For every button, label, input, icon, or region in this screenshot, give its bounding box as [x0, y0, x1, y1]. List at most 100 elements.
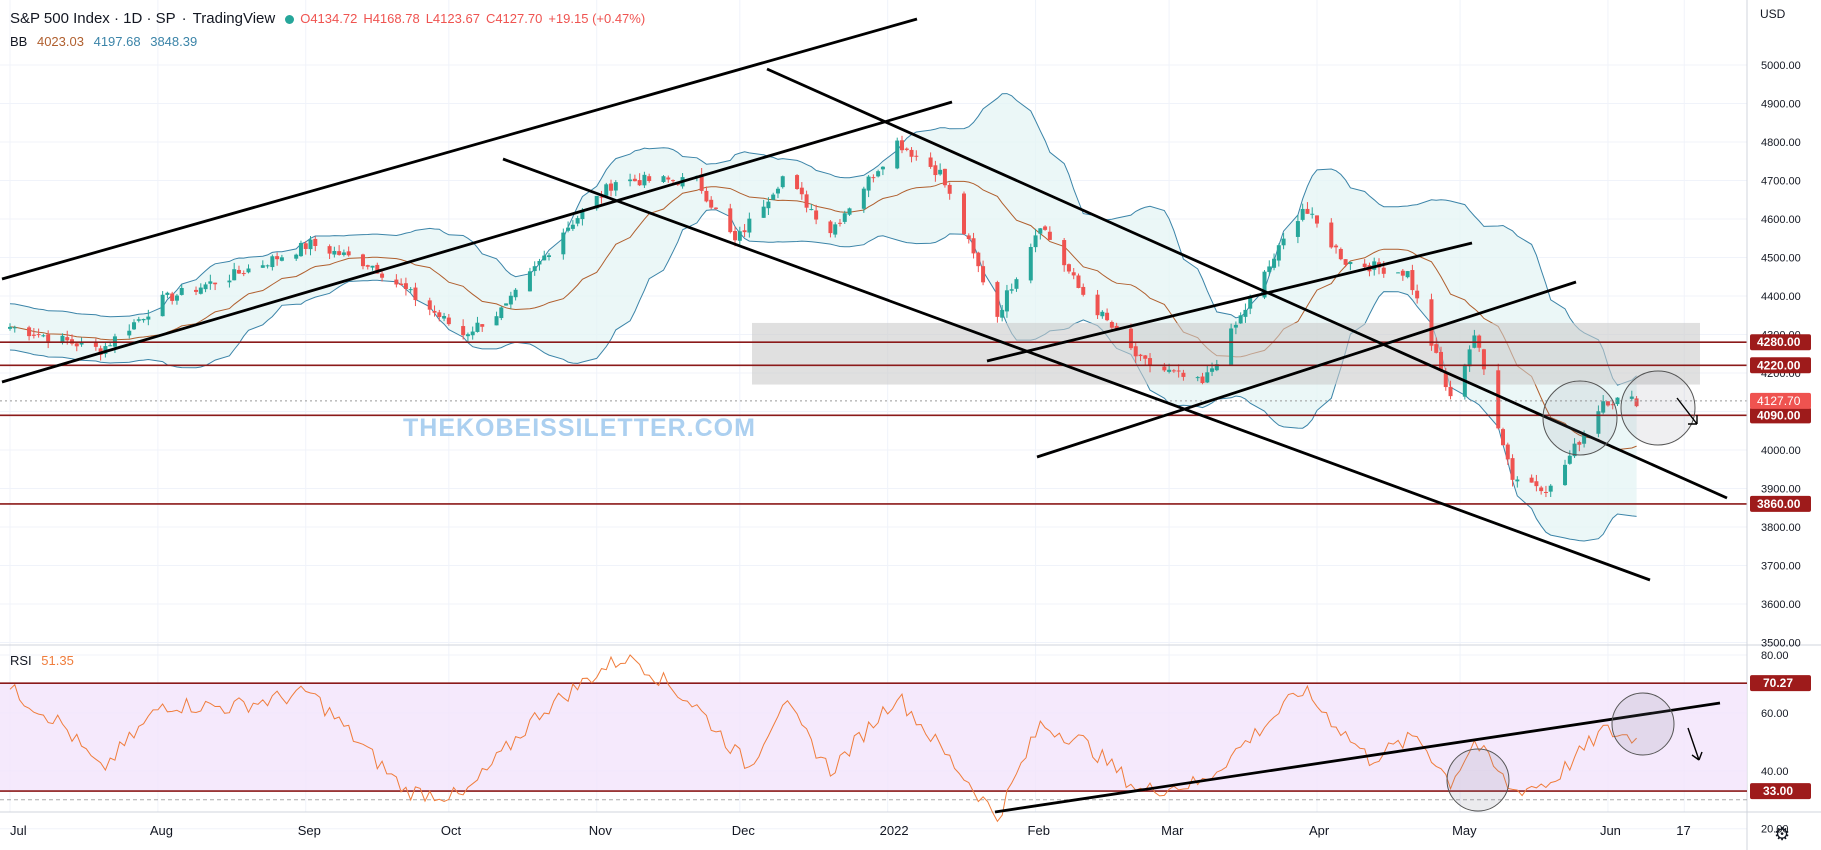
candle: [1262, 271, 1267, 298]
candle: [308, 239, 313, 250]
candle: [236, 269, 241, 274]
candle: [513, 289, 518, 298]
candle: [642, 174, 647, 186]
change-value: +19.15 (+0.47%): [548, 11, 646, 26]
candle: [103, 346, 108, 354]
candle: [1515, 479, 1520, 482]
candle: [1529, 477, 1534, 483]
level-badge: [1750, 357, 1811, 374]
candle: [298, 242, 303, 257]
level-badge: [1750, 675, 1811, 692]
candle: [198, 287, 203, 294]
candle: [938, 169, 943, 175]
rsi-y-tick-label: 20.00: [1761, 824, 1789, 836]
candle: [1181, 372, 1186, 377]
currency-label[interactable]: USD: [1760, 7, 1786, 21]
candle: [1329, 222, 1334, 248]
candle: [341, 252, 346, 255]
candle: [1543, 491, 1548, 493]
candle: [942, 168, 947, 186]
candle: [847, 208, 852, 215]
candle: [704, 190, 709, 202]
candle: [971, 238, 976, 254]
bb-lower-value: 3848.39: [150, 34, 198, 49]
candle: [637, 180, 642, 186]
candle: [1362, 263, 1367, 268]
candle: [966, 235, 971, 240]
trend-line: [502, 157, 1651, 582]
candle: [1095, 294, 1100, 316]
level-badge-label: 70.27: [1763, 676, 1793, 690]
candle: [909, 149, 914, 157]
candle: [1448, 386, 1453, 397]
candle: [747, 218, 752, 233]
candle: [132, 322, 137, 330]
candle: [1300, 208, 1305, 220]
candle: [876, 171, 881, 177]
candle: [914, 155, 919, 157]
candle: [160, 294, 165, 317]
candle: [981, 266, 986, 283]
candle: [260, 265, 265, 268]
candle: [1410, 270, 1415, 291]
candle: [1176, 370, 1181, 372]
rsi-value: 51.35: [41, 653, 74, 668]
candle: [174, 295, 179, 301]
candle: [1310, 213, 1315, 215]
last-price-label: 4127.70: [1757, 394, 1801, 408]
candle: [1133, 346, 1138, 357]
candle: [1229, 328, 1234, 366]
candle: [666, 177, 671, 180]
candle: [12, 327, 17, 329]
candle: [1105, 312, 1110, 321]
rsi-label: RSI: [10, 653, 32, 668]
candle: [1605, 401, 1610, 406]
candle: [203, 284, 208, 290]
candle: [279, 257, 284, 261]
candle: [213, 282, 218, 285]
candle: [93, 342, 98, 347]
y-tick-label: 4700.00: [1761, 176, 1801, 188]
candle: [1467, 349, 1472, 367]
x-tick-label: Mar: [1161, 823, 1184, 838]
gear-icon[interactable]: ⚙: [1774, 824, 1791, 844]
highlight-circle: [1542, 380, 1618, 456]
candle: [699, 174, 704, 191]
candle: [609, 183, 614, 191]
candle: [303, 243, 308, 249]
candle: [475, 322, 480, 332]
rsi-band-fill: [0, 683, 1747, 792]
high-value: H4168.78: [363, 11, 420, 26]
platform-name: TradingView: [192, 10, 276, 27]
candle: [508, 295, 513, 305]
candle: [394, 279, 399, 285]
candle: [227, 280, 232, 283]
candle: [709, 199, 714, 208]
candle: [1238, 315, 1243, 324]
candle: [871, 177, 876, 179]
candle: [580, 210, 585, 220]
candle: [761, 206, 766, 218]
candle: [313, 238, 318, 246]
symbol-title[interactable]: S&P 500 Index · 1D · SP: [10, 10, 176, 27]
candle: [1200, 376, 1205, 383]
candle: [1610, 404, 1615, 406]
bb-legend[interactable]: BB 4023.03 4197.68 3848.39: [10, 34, 197, 49]
candle: [1210, 368, 1215, 372]
candle: [537, 261, 542, 265]
candle: [1439, 351, 1443, 371]
market-status-icon: [285, 14, 295, 24]
y-tick-label: 3500.00: [1761, 638, 1801, 650]
candle: [413, 287, 418, 301]
x-tick-label: Sep: [298, 823, 321, 838]
candle: [1148, 358, 1153, 366]
candle: [1381, 267, 1386, 274]
rsi-legend[interactable]: RSI 51.35: [10, 653, 74, 668]
candle: [179, 287, 184, 295]
level-badge-label: 4280.00: [1757, 335, 1801, 349]
candle: [1047, 231, 1052, 240]
candle: [771, 194, 776, 200]
y-tick-label: 4500.00: [1761, 253, 1801, 265]
x-tick-label: Feb: [1028, 823, 1050, 838]
